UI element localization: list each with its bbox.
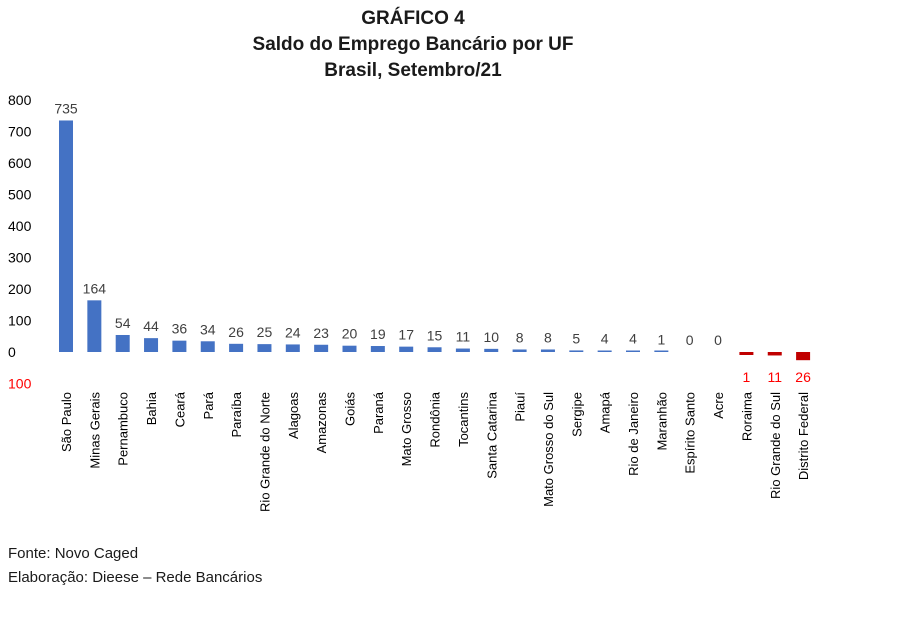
category-label: Maranhão (654, 392, 669, 451)
category-label: Piauí (513, 392, 528, 422)
category-label: São Paulo (59, 392, 74, 452)
bar (796, 352, 811, 361)
bar (427, 347, 442, 352)
category-label: Rio Grande do Norte (257, 392, 272, 512)
category-label: Paraíba (229, 391, 244, 437)
category-label: Espírito Santo (683, 392, 698, 474)
category-label: Sergipe (569, 392, 584, 437)
bar (654, 350, 669, 352)
data-label: 15 (427, 327, 443, 343)
data-label: 54 (115, 315, 131, 331)
category-label: Ceará (172, 391, 187, 427)
y-tick-label: 500 (8, 187, 32, 203)
y-tick-label: 100 (8, 313, 32, 329)
category-label: Mato Grosso (399, 392, 414, 466)
bar (314, 344, 329, 352)
category-label: Pernambuco (116, 392, 131, 466)
y-tick-label: 300 (8, 250, 32, 266)
chart-title-line-1: GRÁFICO 4 (361, 8, 465, 29)
elaboration-note: Elaboração: Dieese – Rede Bancários (8, 569, 263, 586)
bar (144, 338, 159, 352)
category-label: Santa Catarina (484, 391, 499, 478)
category-label: Rio de Janeiro (626, 392, 641, 476)
chart-title-line-3: Brasil, Setembro/21 (324, 60, 502, 81)
bar (399, 346, 414, 352)
category-label: Roraima (739, 391, 754, 441)
bar (569, 350, 584, 352)
data-label: 0 (686, 332, 694, 348)
data-label: 44 (143, 318, 159, 334)
data-label: 26 (228, 324, 244, 340)
bar (370, 346, 385, 352)
bar (115, 334, 130, 352)
bar (484, 348, 499, 352)
category-label: Pará (201, 391, 216, 419)
category-label: Rio Grande do Sul (768, 392, 783, 499)
y-tick-label: 600 (8, 155, 32, 171)
data-label: 5 (572, 330, 580, 346)
data-label: 11 (456, 329, 471, 345)
bar (172, 340, 187, 352)
bar (87, 300, 102, 352)
category-label: Alagoas (286, 392, 301, 439)
category-label: Distrito Federal (796, 392, 811, 480)
data-label: 10 (483, 329, 499, 345)
data-label: 4 (601, 331, 609, 347)
source-note: Fonte: Novo Caged (8, 545, 139, 562)
y-tick-label: 200 (8, 281, 32, 297)
category-label: Paraná (371, 391, 386, 434)
y-tick-label: 800 (8, 92, 32, 108)
data-label: 34 (200, 321, 216, 337)
data-label: 735 (54, 100, 78, 116)
y-tick-label: 400 (8, 218, 32, 234)
data-label: 1 (743, 369, 751, 385)
data-label: 24 (285, 324, 301, 340)
category-label: Bahia (144, 391, 159, 425)
data-label: 23 (313, 325, 329, 341)
data-label: 26 (795, 369, 811, 385)
bar (59, 120, 73, 352)
category-label: Tocantins (456, 392, 471, 447)
bar (512, 349, 527, 352)
category-label: Amapá (598, 391, 613, 433)
category-label: Minas Gerais (87, 392, 102, 469)
bar (540, 349, 555, 352)
data-label: 0 (714, 332, 722, 348)
bar (342, 345, 357, 352)
data-label: 20 (342, 326, 358, 342)
data-label: 25 (257, 324, 273, 340)
bar (229, 343, 244, 352)
bar (626, 350, 640, 352)
bar (257, 344, 272, 352)
bar (455, 348, 470, 352)
bar (200, 341, 215, 352)
data-label: 164 (83, 280, 107, 296)
data-label: 8 (516, 329, 524, 345)
data-label: 36 (172, 321, 188, 337)
data-label: 11 (767, 369, 782, 385)
chart-title-line-2: Saldo do Emprego Bancário por UF (252, 34, 574, 55)
bar (285, 344, 300, 352)
data-label: 1 (657, 332, 665, 348)
data-label: 17 (398, 327, 414, 343)
y-tick-label: 0 (8, 344, 16, 360)
data-label: 8 (544, 329, 552, 345)
category-label: Goiás (343, 392, 358, 426)
bar (739, 352, 754, 355)
category-label: Mato Grosso do Sul (541, 392, 556, 507)
data-label: 19 (370, 326, 386, 342)
y-tick-label: 100 (8, 376, 32, 392)
y-tick-label: 700 (8, 124, 32, 140)
category-label: Amazonas (314, 392, 329, 454)
bar (597, 350, 612, 352)
bar (767, 352, 782, 356)
category-label: Rondônia (428, 391, 443, 447)
category-label: Acre (711, 392, 726, 419)
data-label: 4 (629, 331, 637, 347)
